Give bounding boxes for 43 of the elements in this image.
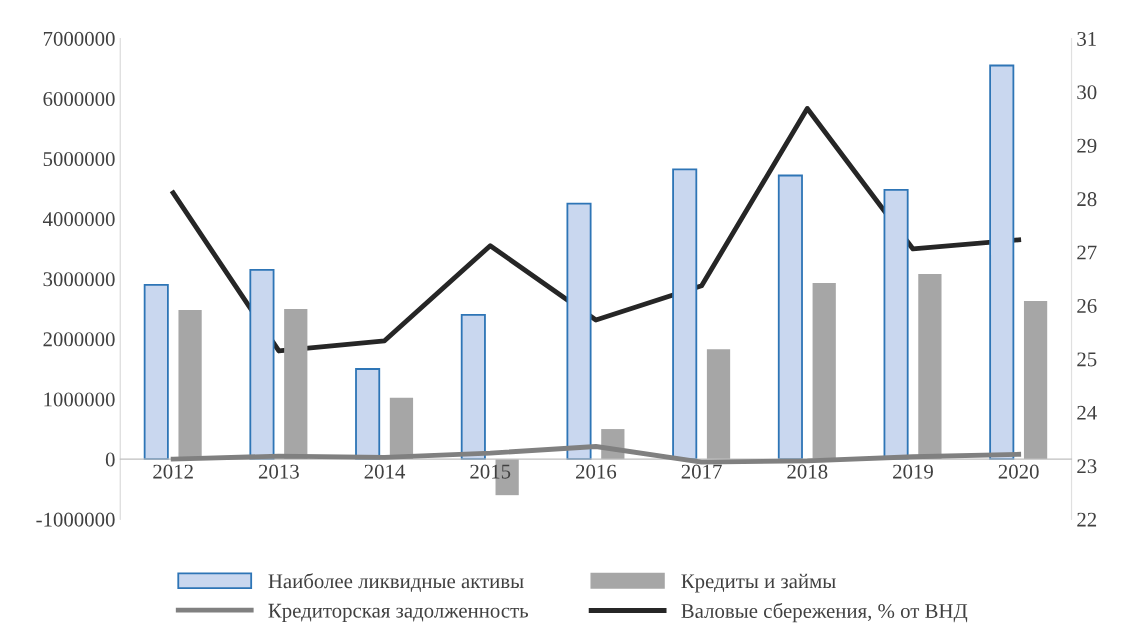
line-series <box>170 444 1022 465</box>
x-tick-label: 2016 <box>576 464 617 479</box>
legend-label: Валовые сбережения, % от ВНД <box>681 602 968 623</box>
y-tick-label: 6000000 <box>43 91 115 106</box>
y2-tick-label: 23 <box>1077 459 1097 474</box>
bar <box>672 168 698 461</box>
bar <box>178 310 202 460</box>
y2-tick-label: 28 <box>1077 192 1097 207</box>
x-tick-label: 2013 <box>258 464 299 479</box>
y-tick-label: -1000000 <box>36 512 115 527</box>
bar <box>777 174 803 461</box>
y-tick-label: 1000000 <box>44 392 115 407</box>
y-tick-label: 0 <box>105 452 115 467</box>
y-tick-label: 4000000 <box>42 212 115 227</box>
y2-tick-label: 30 <box>1077 85 1097 100</box>
bar <box>706 349 731 460</box>
legend-label: Кредиты и займы <box>681 573 836 593</box>
bar <box>989 64 1015 461</box>
x-tick-label: 2012 <box>153 464 193 479</box>
x-tick-label: 2020 <box>998 464 1039 479</box>
bar <box>812 283 836 460</box>
y2-tick-label: 26 <box>1077 298 1097 313</box>
y-tick-label: 3000000 <box>43 272 115 287</box>
y2-tick-label: 25 <box>1077 352 1097 367</box>
y2-tick-label: 27 <box>1077 245 1097 260</box>
x-tick-label: 2019 <box>893 464 933 479</box>
y-tick-label: 7000000 <box>43 31 115 46</box>
bar <box>1023 301 1048 460</box>
y-tick-label: 2000000 <box>43 332 115 347</box>
x-tick-label: 2018 <box>787 464 828 479</box>
bar <box>143 283 169 461</box>
x-tick-label: 2017 <box>681 464 722 479</box>
y2-tick-label: 22 <box>1077 512 1097 527</box>
y2-tick-label: 24 <box>1077 405 1097 420</box>
legend-label: Наиболее ликвидные активы <box>268 573 524 593</box>
x-tick-label: 2015 <box>470 464 511 479</box>
y2-tick-label: 29 <box>1077 138 1097 153</box>
y-tick-label: 5000000 <box>43 152 115 167</box>
x-tick-label: 2014 <box>364 464 406 479</box>
bar <box>460 313 486 461</box>
legend-label: Кредиторская задолженность <box>268 603 529 622</box>
bar <box>566 202 592 461</box>
y2-tick-label: 31 <box>1077 31 1096 46</box>
